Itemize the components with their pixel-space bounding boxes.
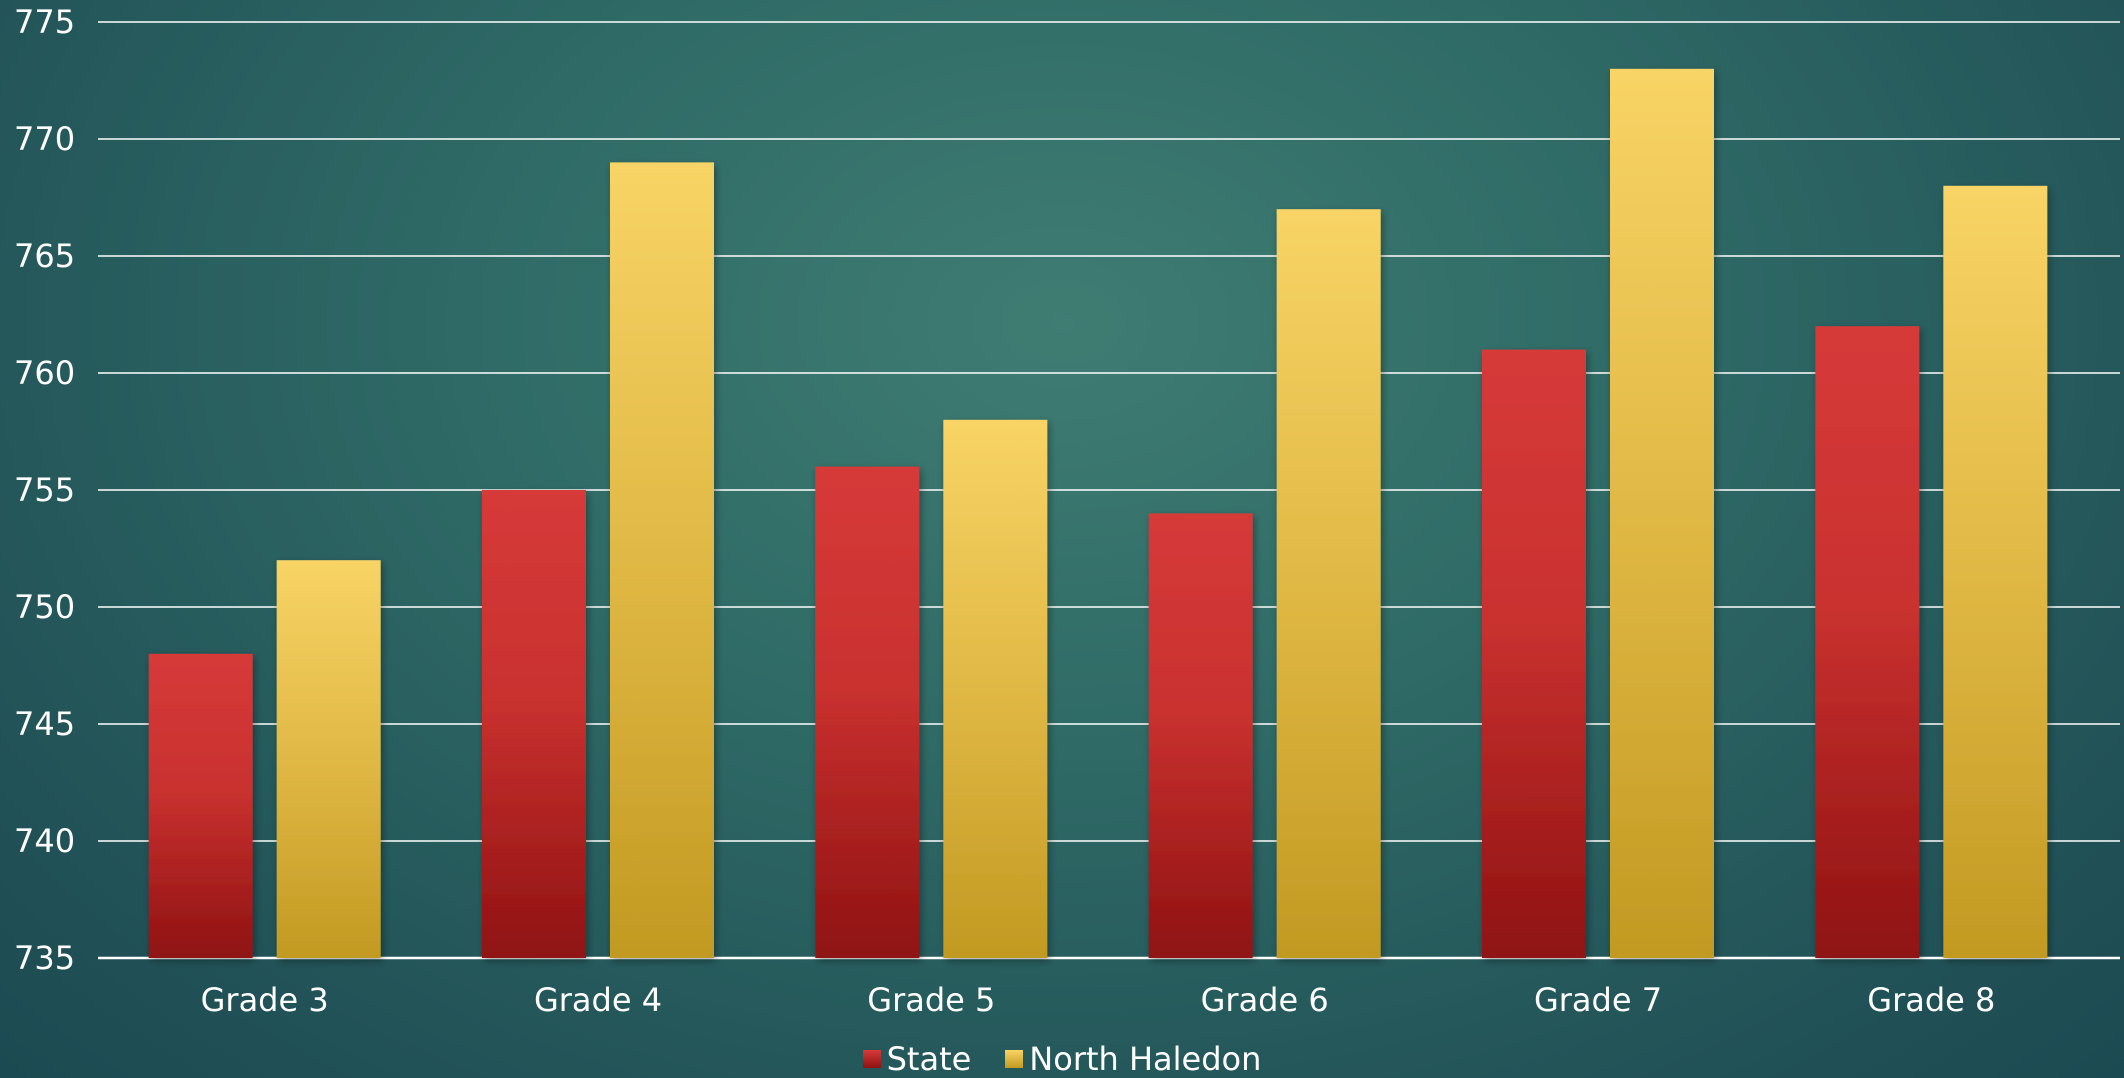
gridlines [98,21,2120,960]
bar-state-grade-8 [1815,326,1920,958]
x-tick-label: Grade 8 [1867,981,1995,1019]
x-tick-label: Grade 4 [534,981,662,1019]
y-tick-label: 760 [14,354,75,392]
y-tick-label: 765 [14,237,75,275]
y-tick-label: 775 [14,3,75,41]
x-tick-label: Grade 7 [1534,981,1662,1019]
y-tick-label: 755 [14,471,75,509]
legend-swatch-state [862,1050,881,1068]
y-tick-label: 750 [14,588,75,626]
x-tick-label: Grade 6 [1201,981,1329,1019]
bar-state-grade-7 [1482,349,1586,959]
bar-north-haledon-grade-6 [1276,209,1381,958]
x-tick-label: Grade 3 [201,981,329,1019]
y-tick-label: 770 [14,120,75,158]
legend-item-state: State [862,1040,972,1078]
y-axis-tick-labels: 735 740 745 750 755 760 765 770 775 [14,3,75,977]
x-axis-tick-labels: Grade 3 Grade 4 Grade 5 Grade 6 Grade 7 Grade… [201,981,1996,1019]
legend-label-state: State [886,1040,972,1078]
bar-state-grade-6 [1148,513,1253,958]
legend-label-north-haledon: North Haledon [1029,1040,1262,1078]
bar-north-haledon-grade-3 [276,560,381,958]
y-tick-label: 740 [14,822,75,860]
x-tick-label: Grade 5 [867,981,995,1019]
y-tick-label: 745 [14,705,75,743]
legend-item-north-haledon: North Haledon [1005,1040,1261,1078]
bar-state-grade-5 [815,466,920,958]
bar-north-haledon-grade-7 [1610,68,1714,959]
bars [148,68,2048,959]
bar-north-haledon-grade-4 [610,162,714,958]
bar-north-haledon-grade-5 [943,419,1048,958]
legend: State North Haledon [0,1040,2124,1078]
bar-state-grade-3 [148,653,253,958]
legend-swatch-north-haledon [1005,1050,1024,1068]
y-tick-label: 735 [14,939,75,977]
bar-state-grade-4 [482,490,586,958]
bar-north-haledon-grade-8 [1943,185,2048,959]
